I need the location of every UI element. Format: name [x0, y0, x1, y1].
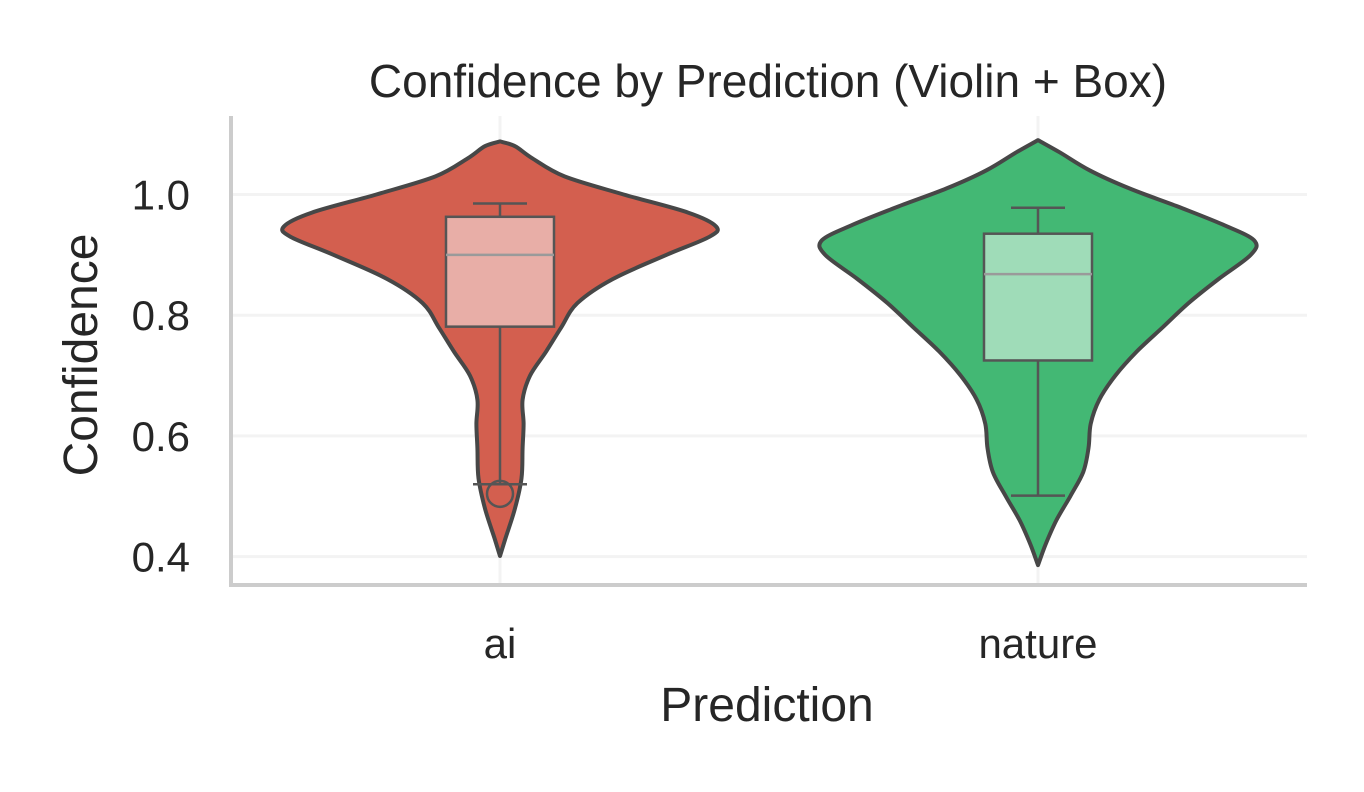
grid-lines: [231, 116, 1307, 585]
x-axis-label: Prediction: [660, 679, 873, 732]
outlier-point-ai: [485, 479, 515, 509]
y-tick-labels: 0.4 0.6 0.8 1.0: [132, 171, 190, 580]
y-axis-label: Confidence: [55, 234, 108, 477]
y-tick-label: 1.0: [132, 171, 190, 218]
y-tick-label: 0.8: [132, 292, 190, 339]
x-tick-label-nature: nature: [978, 620, 1097, 667]
y-tick-label: 0.6: [132, 413, 190, 460]
axes: [229, 116, 1307, 587]
chart-title: Confidence by Prediction (Violin + Box): [369, 55, 1167, 107]
box-plots: [444, 202, 1094, 509]
y-tick-label: 0.4: [132, 534, 190, 581]
box-ai: [444, 215, 556, 328]
x-tick-labels: ai nature: [484, 620, 1098, 667]
x-tick-label-ai: ai: [484, 620, 517, 667]
violins: [280, 138, 1259, 568]
box-nature: [982, 232, 1094, 362]
